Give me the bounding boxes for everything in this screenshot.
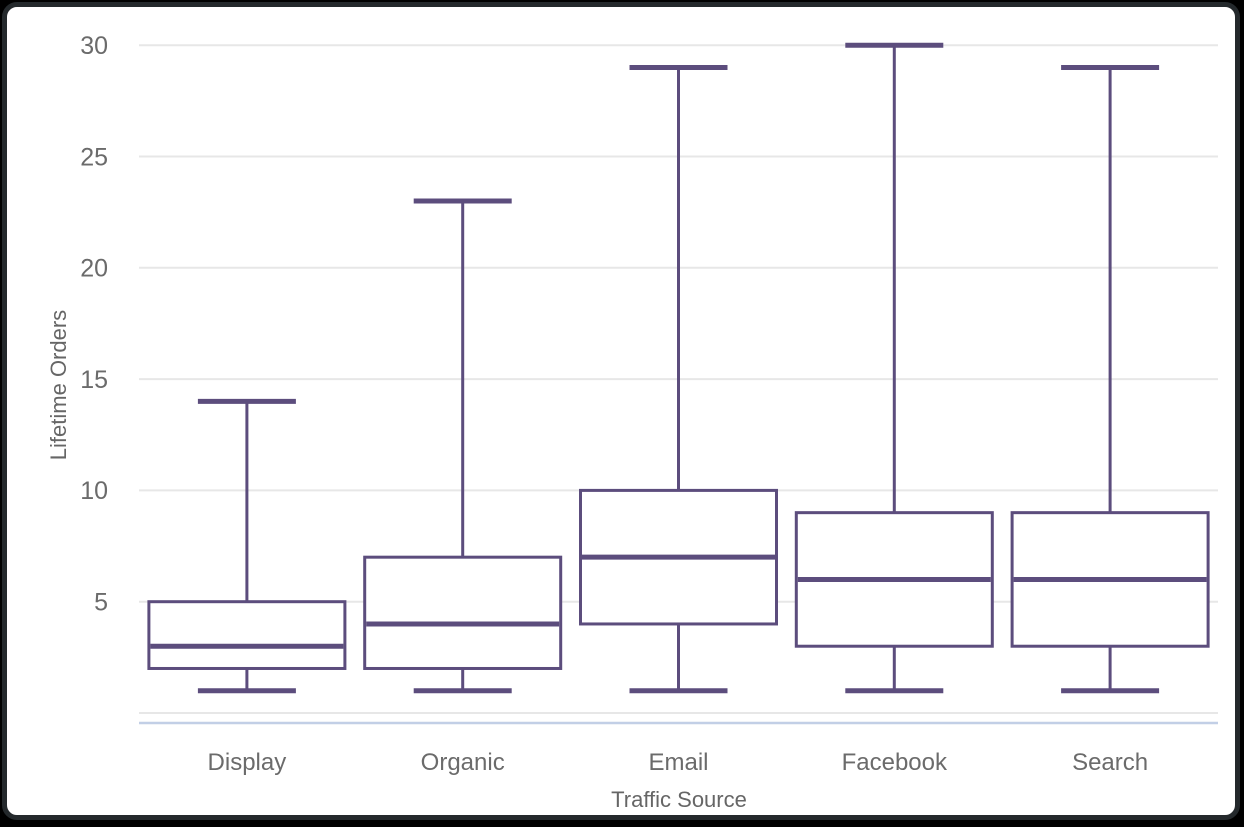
y-axis-title: Lifetime Orders xyxy=(46,309,71,461)
x-axis-title: Traffic Source xyxy=(611,787,747,812)
x-tick-label-display: Display xyxy=(208,749,287,776)
y-tick-label: 20 xyxy=(80,255,108,283)
x-tick-label-email: Email xyxy=(648,749,708,776)
y-tick-label: 30 xyxy=(80,32,108,60)
y-tick-label: 5 xyxy=(94,588,108,616)
x-tick-label-organic: Organic xyxy=(421,749,505,776)
box-display[interactable] xyxy=(147,600,347,670)
box-organic[interactable] xyxy=(363,555,563,670)
y-tick-label: 25 xyxy=(80,143,108,171)
y-tick-label: 15 xyxy=(80,366,108,394)
x-tick-label-facebook: Facebook xyxy=(842,749,948,776)
y-tick-label: 10 xyxy=(80,477,108,505)
x-tick-label-search: Search xyxy=(1072,749,1148,776)
